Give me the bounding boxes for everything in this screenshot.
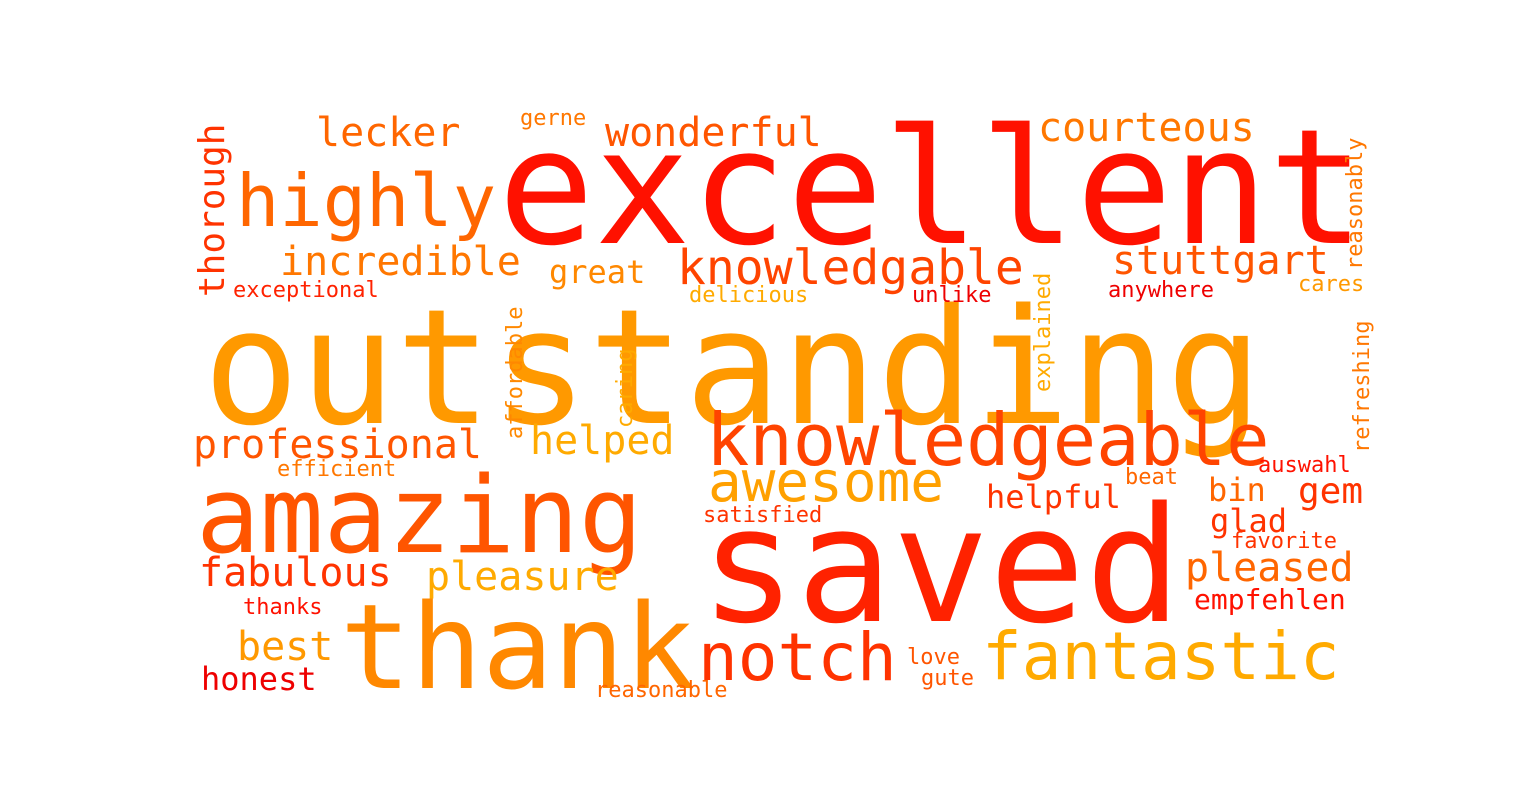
word-courteous: courteous	[1038, 105, 1255, 151]
word-knowledgeable: knowledgeable	[706, 398, 1270, 482]
word-wonderful: wonderful	[605, 110, 822, 156]
word-outstanding: outstanding	[203, 274, 1263, 461]
word-caring: caring	[613, 348, 638, 428]
word-cares: cares	[1298, 272, 1365, 297]
word-stuttgart: stuttgart	[1112, 238, 1329, 284]
word-thank: thank	[340, 578, 696, 716]
word-auswahl: auswahl	[1258, 453, 1351, 478]
word-pleased: pleased	[1185, 545, 1354, 591]
word-affordable: affordable	[503, 306, 528, 439]
word-helpful: helpful	[986, 478, 1121, 516]
word-beat: beat	[1125, 465, 1178, 490]
word-gem: gem	[1298, 471, 1364, 512]
word-helped: helped	[530, 418, 675, 464]
word-exceptional: exceptional	[233, 278, 379, 303]
word-unlike: unlike	[912, 283, 992, 308]
word-favorite: favorite	[1231, 529, 1337, 554]
word-reasonably: reasonably	[1343, 137, 1368, 270]
word-incredible: incredible	[280, 239, 521, 285]
word-reasonable: reasonable	[595, 678, 728, 703]
word-pleasure: pleasure	[426, 554, 619, 600]
word-awesome: awesome	[708, 450, 945, 515]
word-knowledgable: knowledgable	[677, 240, 1024, 296]
word-lecker: lecker	[316, 110, 461, 156]
word-delicious: delicious	[689, 283, 809, 308]
word-great: great	[549, 253, 646, 291]
word-gerne: gerne	[520, 106, 587, 131]
word-best: best	[237, 624, 334, 670]
word-saved: saved	[700, 472, 1182, 659]
word-anywhere: anywhere	[1108, 278, 1214, 303]
word-gute: gute	[921, 666, 974, 691]
word-notch: notch	[698, 619, 897, 696]
word-glad: glad	[1210, 502, 1288, 540]
word-excellent: excellent	[498, 94, 1365, 281]
word-professional: professional	[193, 422, 482, 468]
word-amazing: amazing	[196, 454, 643, 577]
word-efficient: efficient	[277, 457, 397, 482]
word-fantastic: fantastic	[982, 618, 1340, 695]
word-thorough: thorough	[192, 123, 233, 297]
word-bin: bin	[1208, 471, 1266, 509]
word-empfehlen: empfehlen	[1194, 583, 1346, 616]
word-satisfied: satisfied	[703, 503, 823, 528]
word-highly: highly	[236, 159, 497, 243]
word-explained: explained	[1031, 272, 1056, 392]
word-honest: honest	[201, 660, 317, 698]
word-thanks: thanks	[243, 595, 323, 620]
word-refreshing: refreshing	[1350, 320, 1375, 453]
word-fabulous: fabulous	[199, 550, 392, 596]
word-love: love	[907, 645, 960, 670]
